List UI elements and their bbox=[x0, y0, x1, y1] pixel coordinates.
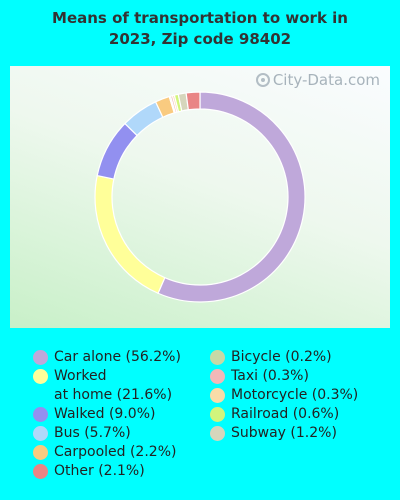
legend-item: Worked at home (21.6%) bbox=[33, 367, 213, 405]
legend-item: Bicycle (0.2%) bbox=[210, 348, 390, 367]
chart-title-line-1: Means of transportation to work in bbox=[52, 9, 348, 27]
legend-swatch bbox=[33, 350, 48, 365]
legend-item: Subway (1.2%) bbox=[210, 424, 390, 443]
legend-swatch bbox=[33, 464, 48, 479]
legend-item: Walked (9.0%) bbox=[33, 405, 213, 424]
legend-label: Walked (9.0%) bbox=[54, 406, 156, 422]
legend-item: Bus (5.7%) bbox=[33, 424, 213, 443]
legend-swatch bbox=[33, 445, 48, 460]
legend-label: Car alone (56.2%) bbox=[54, 349, 181, 365]
chart-title: Means of transportation to work in 2023,… bbox=[0, 8, 400, 50]
legend-swatch bbox=[33, 407, 48, 422]
watermark-text: City-Data.com bbox=[272, 71, 380, 89]
legend-item: Carpooled (2.2%) bbox=[33, 443, 213, 462]
chart-panel: City-Data.com bbox=[10, 66, 390, 328]
legend-label: Bicycle (0.2%) bbox=[231, 349, 332, 365]
legend-label: Subway (1.2%) bbox=[231, 425, 337, 441]
donut-slice-worked bbox=[94, 174, 166, 295]
legend-swatch bbox=[210, 388, 225, 403]
donut-slice-car bbox=[157, 91, 306, 303]
legend-label: Motorcycle (0.3%) bbox=[231, 387, 359, 403]
chart-title-line-2: 2023, Zip code 98402 bbox=[108, 30, 292, 48]
donut-slice-other bbox=[185, 91, 201, 111]
legend-label: Carpooled (2.2%) bbox=[54, 444, 177, 460]
city-data-logo-icon bbox=[255, 73, 270, 87]
donut-chart bbox=[94, 91, 306, 303]
legend-label: Taxi (0.3%) bbox=[231, 368, 309, 384]
legend-item: Taxi (0.3%) bbox=[210, 367, 390, 386]
legend-column-1: Car alone (56.2%) Worked at home (21.6%) W… bbox=[33, 348, 213, 481]
legend-label: Bus (5.7%) bbox=[54, 425, 131, 441]
legend-label: Other (2.1%) bbox=[54, 463, 145, 479]
legend-label: Railroad (0.6%) bbox=[231, 406, 340, 422]
legend-swatch bbox=[210, 350, 225, 365]
watermark: City-Data.com bbox=[255, 71, 380, 89]
legend-label: Worked at home (21.6%) bbox=[54, 368, 173, 403]
legend-swatch bbox=[210, 407, 225, 422]
legend-column-2: Bicycle (0.2%) Taxi (0.3%) Motorcycle (0.3… bbox=[210, 348, 390, 443]
legend-swatch bbox=[210, 369, 225, 384]
legend-item: Other (2.1%) bbox=[33, 462, 213, 481]
legend-swatch bbox=[33, 369, 48, 384]
legend-item: Car alone (56.2%) bbox=[33, 348, 213, 367]
legend-item: Motorcycle (0.3%) bbox=[210, 386, 390, 405]
legend-swatch bbox=[33, 426, 48, 441]
legend-item: Railroad (0.6%) bbox=[210, 405, 390, 424]
legend-swatch bbox=[210, 426, 225, 441]
donut-slice-walked bbox=[96, 122, 138, 180]
